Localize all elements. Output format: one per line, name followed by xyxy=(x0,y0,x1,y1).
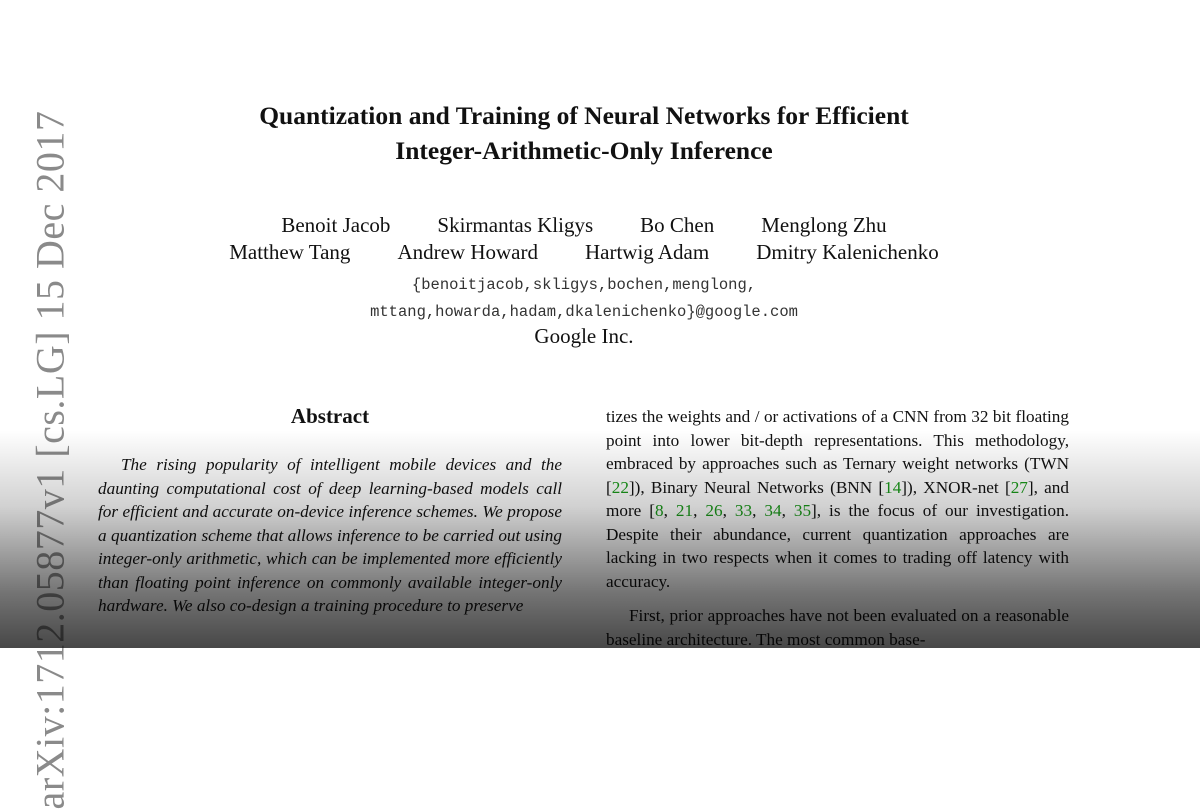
intro-column-right: tizes the weights and / or activations o… xyxy=(606,405,1069,651)
author-name: Benoit Jacob xyxy=(281,213,391,237)
paper-page: arXiv:1712.05877v1 [cs.LG] 15 Dec 2017 Q… xyxy=(0,98,1200,809)
abstract-text: The rising popularity of intelligent mob… xyxy=(98,455,562,615)
citation-link[interactable]: 33 xyxy=(734,501,753,520)
citation-link[interactable]: 14 xyxy=(884,477,902,497)
intro-paragraph-2: First, prior approaches have not been ev… xyxy=(606,606,1069,649)
paper-title: Quantization and Training of Neural Netw… xyxy=(0,98,1168,168)
citation-link[interactable]: 21 xyxy=(675,501,694,520)
body-text: ]), XNOR-net [ xyxy=(901,477,1011,497)
citation-separator: , xyxy=(693,501,706,520)
citation-separator: , xyxy=(722,501,735,520)
citation-link[interactable]: 35 xyxy=(793,501,812,520)
author-name: Bo Chen xyxy=(640,213,715,237)
paper-title-line-2: Integer-Arithmetic-Only Inference xyxy=(395,136,773,165)
intro-paragraph-1: tizes the weights and / or activations o… xyxy=(606,405,1069,593)
abstract-heading: Abstract xyxy=(290,404,370,428)
affiliation: Google Inc. xyxy=(534,324,634,348)
citation-link[interactable]: 8 xyxy=(655,501,664,520)
email-line-2: mttang,howarda,hadam,dkalenichenko}@goog… xyxy=(370,303,798,321)
citation-separator: , xyxy=(663,501,676,520)
author-list: Benoit Jacob Skirmantas Kligys Bo Chen M… xyxy=(0,212,1168,266)
author-name: Hartwig Adam xyxy=(584,240,710,264)
author-name: Matthew Tang xyxy=(229,240,351,264)
author-name: Dmitry Kalenichenko xyxy=(756,240,939,264)
citation-link[interactable]: 22 xyxy=(611,477,629,497)
author-emails: {benoitjacob,skligys,bochen,menglong, mt… xyxy=(0,272,1168,326)
citation-link[interactable]: 34 xyxy=(764,501,782,520)
body-text: ]), Binary Neural Networks (BNN [ xyxy=(628,477,885,497)
author-name: Skirmantas Kligys xyxy=(437,213,594,237)
author-name: Andrew Howard xyxy=(397,240,538,264)
email-line-1: {benoitjacob,skligys,bochen,menglong, xyxy=(411,276,757,294)
citation-link[interactable]: 27 xyxy=(1010,477,1028,497)
author-row-2: Matthew Tang Andrew Howard Hartwig Adam … xyxy=(0,239,1168,266)
author-row-1: Benoit Jacob Skirmantas Kligys Bo Chen M… xyxy=(0,212,1168,239)
citation-separator: , xyxy=(752,501,765,520)
author-name: Menglong Zhu xyxy=(761,213,887,237)
citation-separator: , xyxy=(781,501,794,520)
citation-link[interactable]: 26 xyxy=(705,501,723,520)
paper-title-line-1: Quantization and Training of Neural Netw… xyxy=(259,101,909,130)
